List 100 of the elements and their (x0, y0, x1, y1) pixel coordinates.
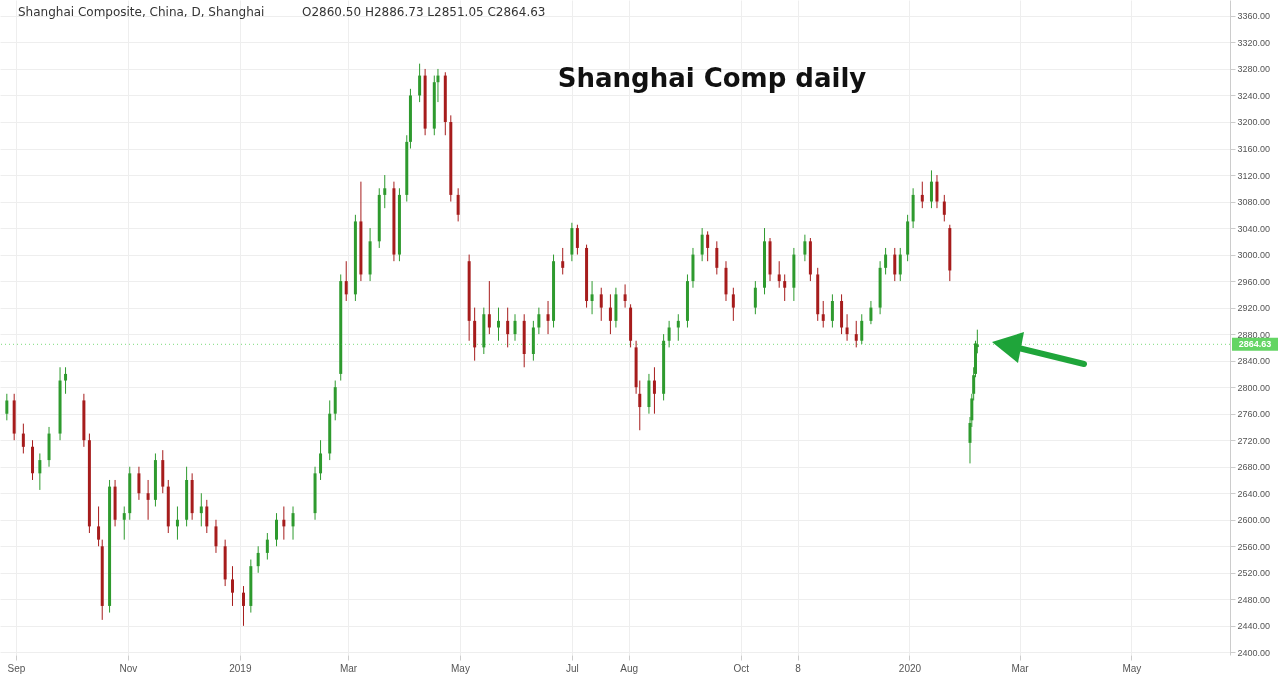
candlestick (97, 506, 101, 547)
candlestick (230, 565, 234, 607)
y-tick-label: 2400.00 (1237, 647, 1271, 658)
y-tick-label: 2960.00 (1237, 276, 1271, 287)
candlestick (21, 423, 25, 454)
candlestick (122, 506, 126, 541)
candlestick (860, 313, 864, 345)
candlestick (319, 439, 323, 481)
candlestick (753, 280, 757, 315)
candlestick (652, 366, 656, 415)
x-tick-label: Jul (565, 662, 579, 674)
candlestick (590, 280, 594, 315)
y-tick-label: 2640.00 (1237, 488, 1271, 499)
candlestick (845, 313, 849, 342)
x-tick-label: May (1122, 662, 1142, 674)
candlestick (344, 260, 348, 302)
y-tick-label: 3360.00 (1237, 11, 1271, 22)
y-tick-label: 3080.00 (1237, 197, 1271, 208)
candlestick (803, 234, 807, 262)
candlestick (5, 393, 9, 421)
candlestick (731, 287, 735, 322)
candlestick (623, 283, 627, 309)
candlestick (38, 452, 42, 491)
ref-line-label: 2864.63 (1238, 339, 1272, 350)
candlestick (942, 194, 946, 222)
y-tick-label: 3040.00 (1237, 223, 1271, 234)
y-tick-label: 2720.00 (1237, 435, 1271, 446)
text: Shanghai Comp daily (557, 63, 867, 93)
candlestick (706, 230, 710, 262)
candlestick (291, 506, 295, 541)
candlestick (537, 307, 541, 335)
candlestick (497, 307, 500, 342)
candlestick (199, 492, 203, 527)
x-tick-label: 2019 (229, 662, 252, 674)
y-tick-label: 2800.00 (1237, 382, 1271, 393)
candlestick (830, 293, 834, 328)
y-tick-label: 3240.00 (1237, 90, 1271, 101)
candlestick (884, 247, 888, 275)
candlestick (146, 479, 150, 521)
x-tick-label: Oct (733, 662, 750, 674)
x-tick-label: Mar (339, 662, 358, 674)
candlestick (214, 519, 218, 554)
y-tick-label: 2920.00 (1237, 303, 1271, 314)
candlestick (715, 240, 719, 275)
candlestick (777, 260, 781, 289)
candlestick (265, 532, 269, 561)
candlestick (676, 313, 680, 342)
candlestick (608, 293, 612, 335)
x-tick-label: 8 (795, 662, 802, 674)
x-tick-label: 2020 (898, 662, 922, 674)
y-tick-label: 3200.00 (1237, 117, 1271, 128)
candlestick (854, 320, 858, 348)
x-tick-label: Sep (7, 662, 26, 674)
y-tick-label: 2880.00 (1237, 329, 1271, 340)
y-tick-label: 2760.00 (1237, 409, 1271, 420)
y-tick-label: 2560.00 (1237, 541, 1271, 552)
candlestick (506, 307, 510, 348)
y-tick-label: 2520.00 (1237, 568, 1271, 579)
candlestick (383, 174, 387, 209)
x-tick-label: May (451, 662, 470, 674)
candlestick (64, 366, 68, 395)
candlestick (898, 247, 902, 282)
candlestick (561, 247, 565, 275)
candlestick (546, 300, 550, 335)
x-tick-label: Aug (620, 662, 639, 674)
x-tick-label: Nov (119, 662, 138, 674)
y-tick-label: 2440.00 (1237, 621, 1271, 632)
candlestick (599, 287, 603, 322)
candlestick (418, 63, 422, 103)
y-tick-label: 2600.00 (1237, 515, 1271, 526)
candlestick (869, 300, 873, 325)
y-tick-label: 2840.00 (1237, 356, 1271, 367)
y-tick-label: 3000.00 (1237, 250, 1271, 261)
candlestick (137, 466, 141, 501)
candlestick (205, 499, 209, 534)
candlestick (242, 585, 245, 627)
candlestick (282, 506, 286, 541)
y-tick-label: 3320.00 (1237, 37, 1271, 48)
annotation: O2860.50 H2886.73 L2851.05 C2864.63 (302, 5, 546, 19)
annotation: Shanghai Composite, China, D, Shanghai (18, 5, 265, 19)
candlestick (513, 313, 517, 342)
candlestick (175, 506, 179, 541)
y-tick-label: 3120.00 (1237, 170, 1271, 181)
candlestick (893, 247, 897, 282)
y-tick-label: 2480.00 (1237, 594, 1271, 605)
candlestick (935, 174, 939, 209)
candlestick (700, 227, 704, 262)
candlestick (667, 320, 671, 348)
candlestick (929, 169, 933, 209)
x-tick-label: Mar (1011, 662, 1030, 674)
y-tick-label: 3160.00 (1237, 144, 1271, 154)
candlestick (920, 181, 924, 209)
y-tick-label: 2680.00 (1237, 462, 1271, 473)
candlestick (783, 273, 787, 302)
candlestick (487, 280, 491, 335)
candlestick (821, 300, 825, 328)
candlestick (256, 545, 260, 574)
candlestick (575, 224, 579, 256)
y-tick-label: 3280.00 (1237, 64, 1271, 75)
candlestick (456, 187, 460, 222)
